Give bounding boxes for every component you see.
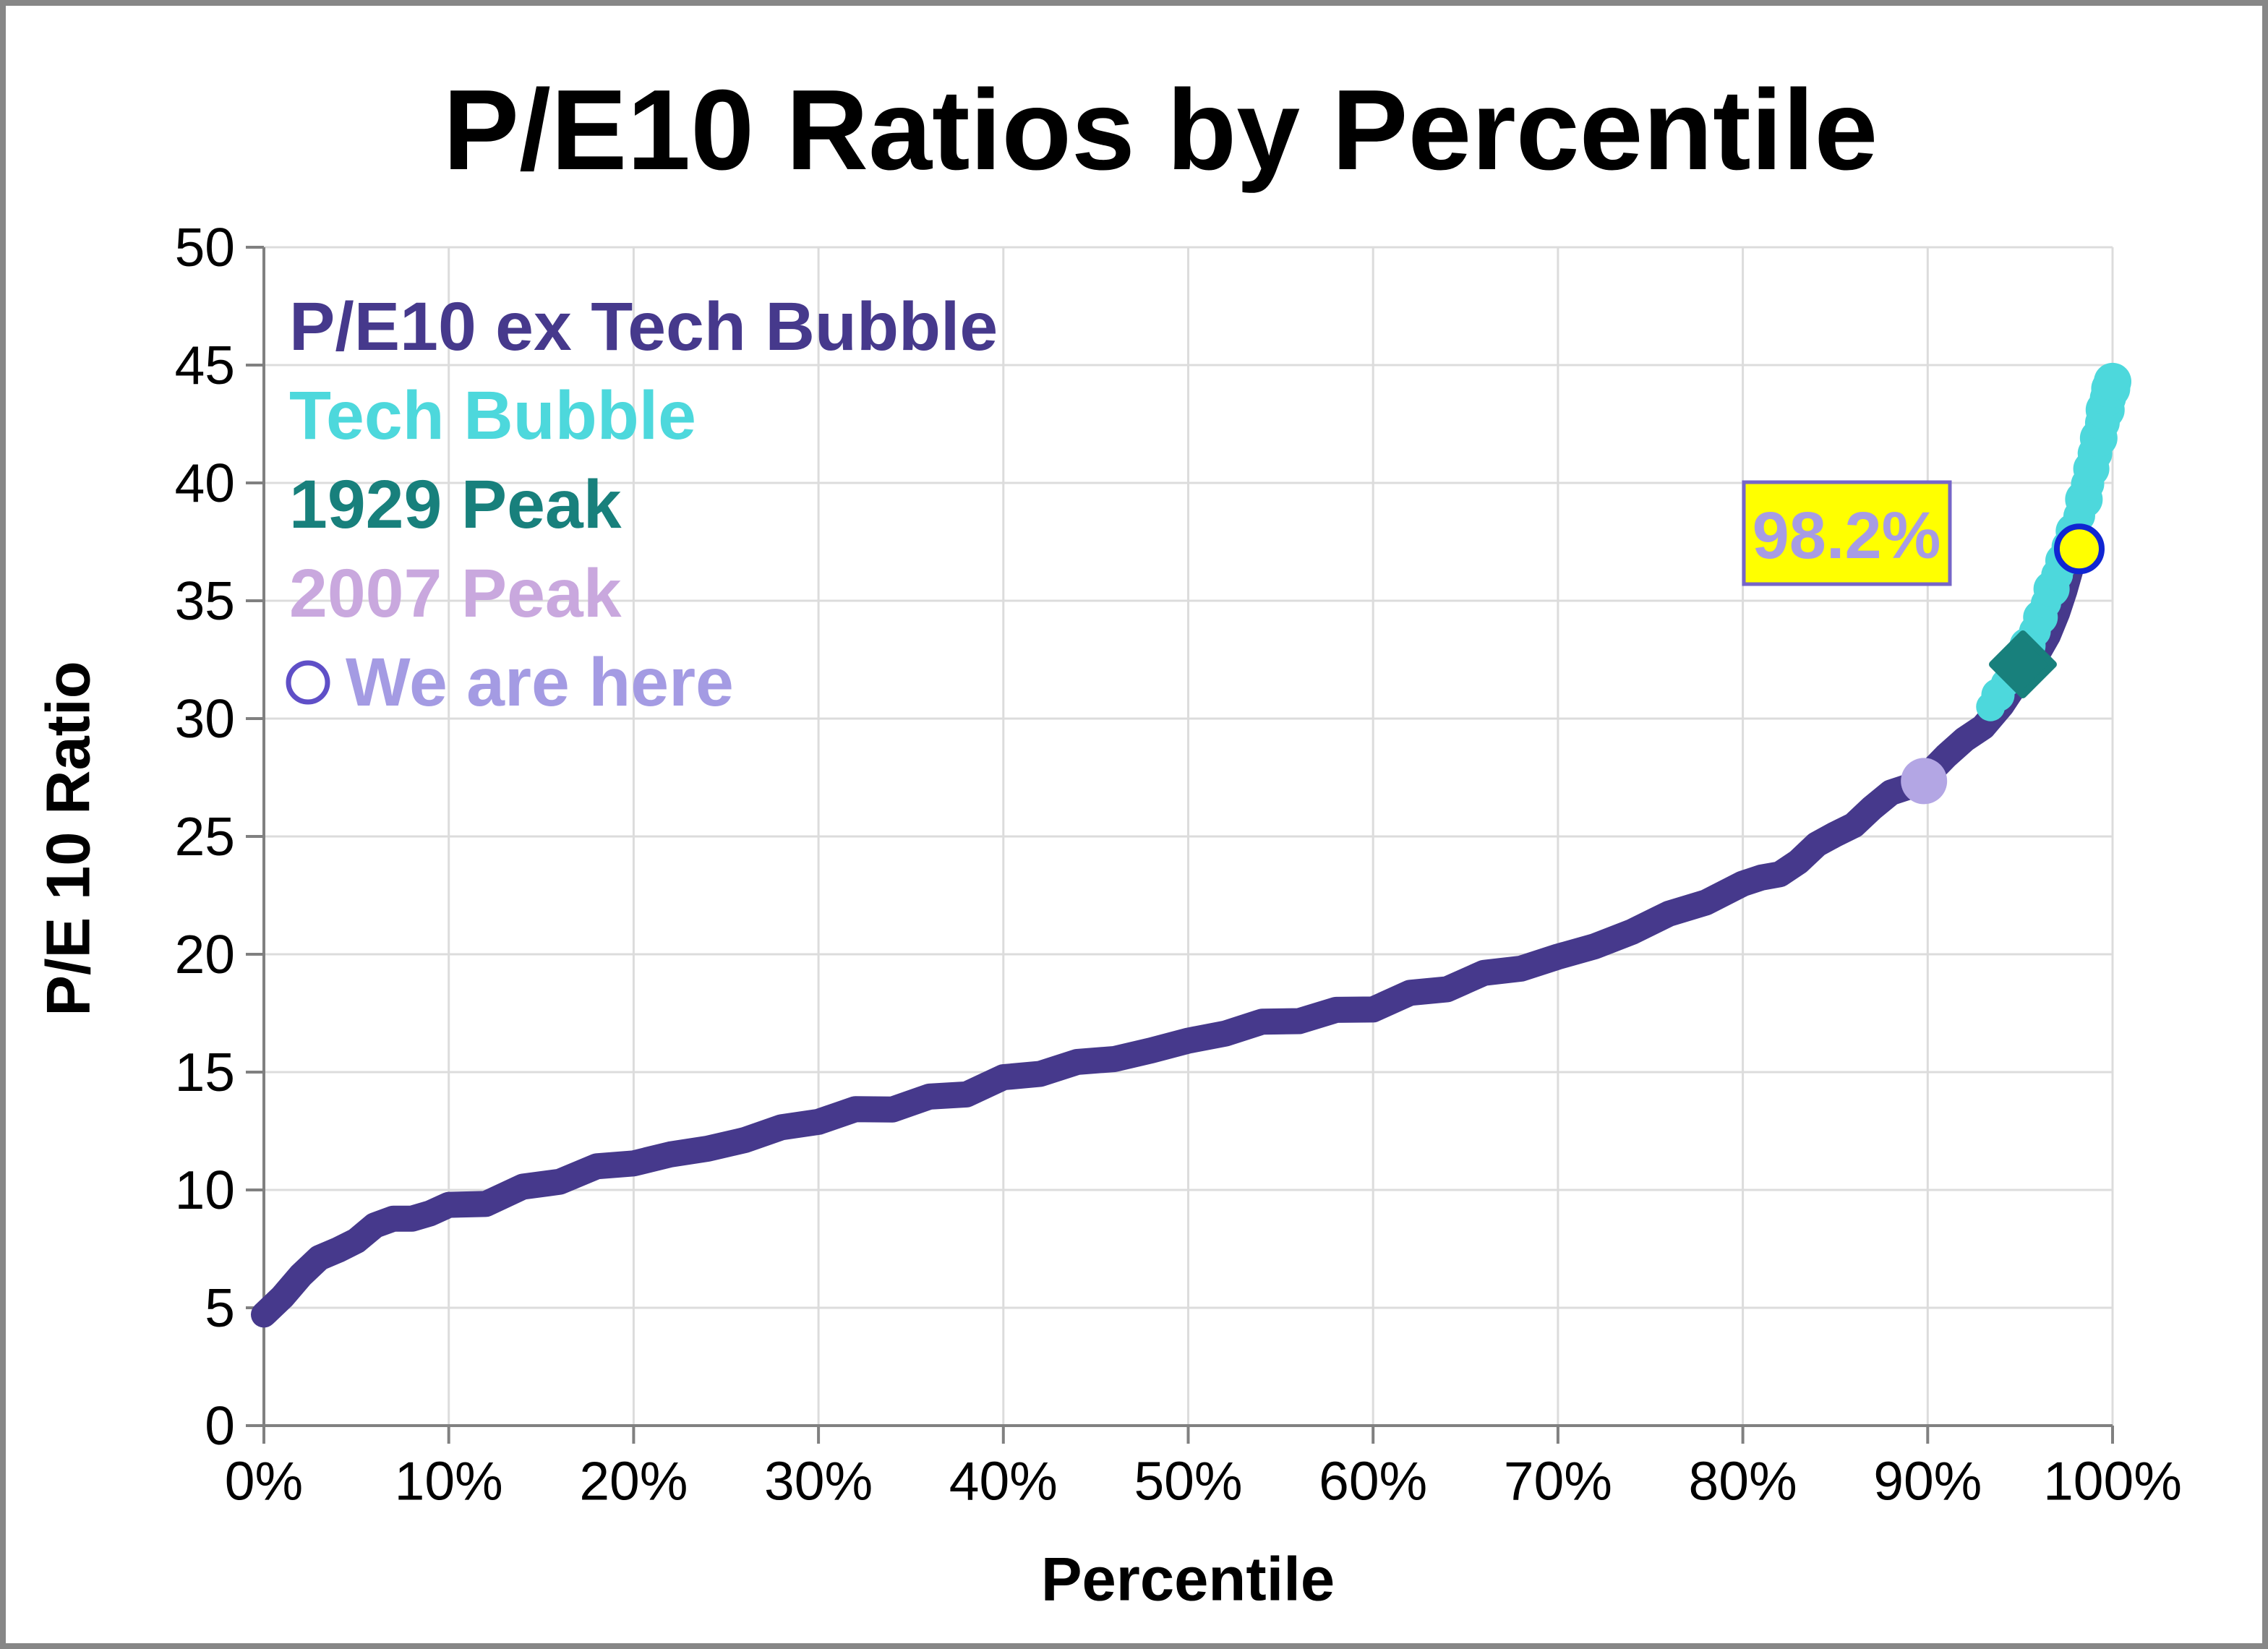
event-markers-layer [1901,523,2105,805]
x-tick-label-30: 30% [764,1450,873,1511]
callout-box [1742,480,1952,586]
x-tick-label-80: 80% [1689,1450,1797,1511]
y-tick-label-20: 20 [175,924,235,985]
gridlines-layer [264,246,2114,1426]
x-tick-label-100: 100% [2043,1450,2182,1511]
y-tick-label-10: 10 [175,1160,235,1220]
legend-item-2007-peak: 2007 Peak [289,555,622,632]
y-tick-label-30: 30 [175,688,235,749]
x-tick-label-0: 0% [225,1450,303,1511]
tech-bubble-dot [2094,362,2131,401]
legend-item-1929-peak: 1929 Peak [289,466,622,543]
y-tick-label-50: 50 [175,217,235,278]
y-tick-label-35: 35 [175,570,235,631]
y-tick-label-45: 45 [175,335,235,395]
x-tick-label-90: 90% [1873,1450,1982,1511]
callout-label: 98.2% [1753,499,1941,573]
x-tick-label-20: 20% [579,1450,688,1511]
x-axis-title: Percentile [1041,1546,1335,1614]
y-tick-label-40: 40 [175,453,235,513]
marker-2007-peak-circle [1901,758,1948,805]
y-tick-label-15: 15 [175,1042,235,1102]
y-tick-label-5: 5 [205,1277,235,1338]
marker-we-are-here-circle [2053,523,2105,575]
chart-title: P/E10 Ratios by Percentile [443,67,1878,194]
open-circle-icon [286,660,330,705]
y-tick-label-0: 0 [205,1395,235,1456]
legend-item-pe10-ex-tech-bubble: P/E10 ex Tech Bubble [289,288,998,365]
x-tick-label-70: 70% [1504,1450,1612,1511]
legend-item-we-are-here: We are here [346,644,734,721]
y-tick-label-25: 25 [175,806,235,867]
marker-1929-peak-diamond [1988,630,2057,699]
x-tick-label-10: 10% [395,1450,503,1511]
ticks-layer [246,246,2114,1444]
legend-item-tech-bubble: Tech Bubble [289,377,696,454]
tick-labels-layer: 0 5 10 15 20 25 30 35 40 45 50 0% 10% 20% 30% 40% 50% 60%… [175,217,2182,1511]
y-axis-title: P/E 10 Ratio [35,661,103,1016]
percentile-callout: 98.2% [1742,480,1952,586]
x-tick-label-50: 50% [1134,1450,1242,1511]
x-tick-label-60: 60% [1319,1450,1427,1511]
legend: P/E10 ex Tech Bubble Tech Bubble 1929 Pe… [286,288,998,721]
x-tick-label-40: 40% [949,1450,1058,1511]
